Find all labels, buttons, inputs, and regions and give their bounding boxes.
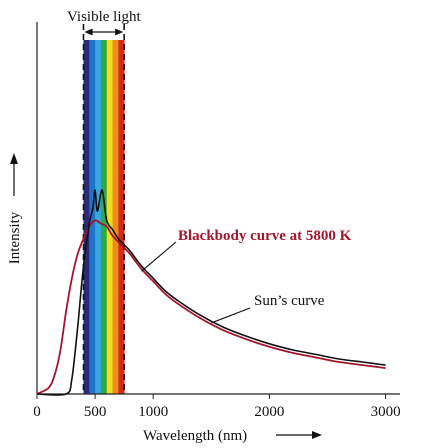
visible-light-band <box>82 24 125 394</box>
band-stripe-6 <box>118 40 125 394</box>
x-tick-label-500: 500 <box>84 404 107 420</box>
x-axis-ticks: 0 500 1000 2000 3000 <box>33 394 401 420</box>
visible-light-label: Visible light <box>67 9 142 25</box>
suns-curve-label: Sun’s curve <box>254 293 325 309</box>
y-axis-label: Intensity <box>7 211 23 264</box>
suns-curve-pointer <box>211 307 251 324</box>
band-stripe-3 <box>100 40 108 394</box>
band-stripe-2 <box>95 40 102 394</box>
x-axis-label: Wavelength (nm) <box>143 428 247 444</box>
x-axis-label-arrowhead <box>312 431 322 439</box>
visible-light-bracket: Visible light <box>67 9 142 36</box>
visible-light-arrowhead-right <box>115 28 124 36</box>
blackbody-curve-label: Blackbody curve at 5800 K <box>178 228 352 244</box>
series-layer <box>36 189 386 396</box>
band-stripe-1 <box>89 40 96 394</box>
x-tick-label-1000: 1000 <box>138 404 168 420</box>
blackbody-curve-pointer <box>141 241 177 272</box>
x-tick-label-2000: 2000 <box>254 404 284 420</box>
y-axis-label-arrowhead <box>10 153 18 164</box>
band-stripe-5 <box>112 40 119 394</box>
band-stripe-4 <box>106 40 113 394</box>
x-tick-label-0: 0 <box>33 404 41 420</box>
visible-light-arrowhead-left <box>84 28 93 36</box>
series-line-sun-s-curve <box>36 189 386 396</box>
band-stripe-0 <box>83 40 90 394</box>
x-tick-label-3000: 3000 <box>371 404 401 420</box>
series-line-blackbody-curve-at-5800-k <box>36 219 386 395</box>
